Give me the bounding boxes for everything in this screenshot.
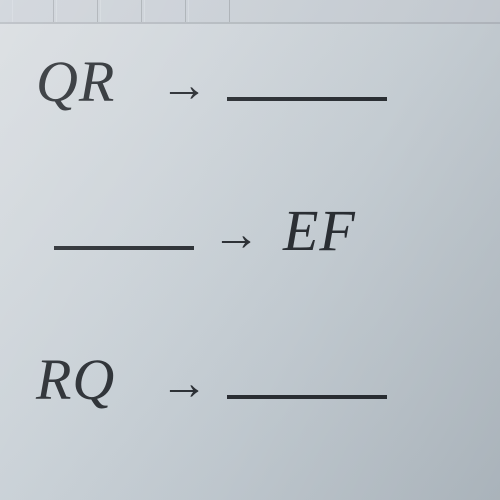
mapping-row-3: RQ →: [36, 346, 464, 413]
row3-label: RQ: [36, 346, 146, 413]
toolbar-cell[interactable]: [12, 0, 54, 22]
arrow-icon: →: [212, 207, 261, 262]
arrow-icon: →: [160, 356, 209, 411]
row2-label: EF: [283, 197, 356, 264]
row3-blank[interactable]: [227, 370, 387, 399]
arrow-icon: →: [160, 58, 209, 113]
toolbar-fragment: [0, 0, 500, 24]
toolbar-cell[interactable]: [144, 0, 186, 22]
row1-label: QR: [36, 48, 146, 115]
worksheet-content: QR → → EF RQ →: [0, 0, 500, 413]
row2-blank[interactable]: [54, 221, 194, 250]
toolbar-cell[interactable]: [188, 0, 230, 22]
row1-blank[interactable]: [227, 72, 387, 101]
mapping-row-2: → EF: [36, 197, 464, 264]
toolbar-cell[interactable]: [56, 0, 98, 22]
mapping-row-1: QR →: [36, 48, 464, 115]
toolbar-cell[interactable]: [100, 0, 142, 22]
